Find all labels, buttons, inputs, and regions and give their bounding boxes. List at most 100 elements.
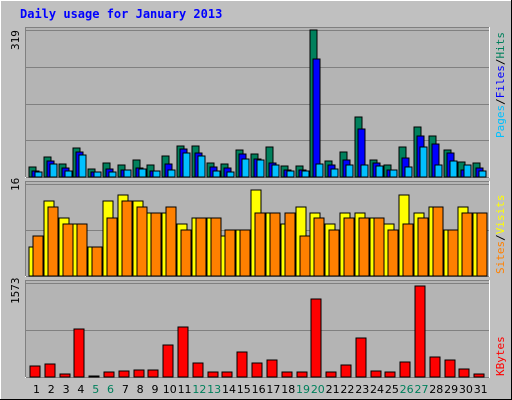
kbytes-bar-day-20 <box>310 298 322 378</box>
day-label-29: 29 <box>444 383 458 396</box>
files-bar-day-20 <box>312 58 321 178</box>
pages-bar-day-5 <box>93 171 102 178</box>
kbytes-bar-day-15 <box>236 351 248 378</box>
kbytes-bar-day-28 <box>429 356 441 378</box>
day-label-11: 11 <box>178 383 192 396</box>
sites-bar-day-2 <box>47 206 59 277</box>
kbytes-ymax-label: 1573 <box>9 278 22 305</box>
pages-bar-day-12 <box>197 155 206 178</box>
sites-bar-day-27 <box>417 217 429 277</box>
sites-bar-day-23 <box>358 217 370 277</box>
legend-sep-3: / <box>494 234 507 241</box>
kbytes-bar-day-19 <box>296 371 308 378</box>
pages-bar-day-21 <box>330 168 339 178</box>
kbytes-bar-day-30 <box>458 368 470 378</box>
sites-bar-day-31 <box>476 212 488 277</box>
sites-bar-day-9 <box>150 212 162 277</box>
day-label-10: 10 <box>163 383 177 396</box>
day-label-30: 30 <box>459 383 473 396</box>
day-label-6: 6 <box>107 383 114 396</box>
kbytes-bar-day-1 <box>29 365 41 378</box>
pages-bar-day-26 <box>404 166 413 178</box>
visits-ymax-label: 16 <box>9 178 22 191</box>
day-label-27: 27 <box>414 383 428 396</box>
pages-bar-day-27 <box>419 146 428 178</box>
day-label-17: 17 <box>266 383 280 396</box>
pages-bar-day-18 <box>286 170 295 178</box>
day-label-2: 2 <box>48 383 55 396</box>
day-label-13: 13 <box>207 383 221 396</box>
sites-bar-day-20 <box>313 217 325 277</box>
pages-bar-day-19 <box>301 170 310 178</box>
pages-bar-day-2 <box>49 163 58 178</box>
kbytes-bar-day-13 <box>207 371 219 378</box>
day-label-31: 31 <box>474 383 488 396</box>
pages-bar-day-29 <box>449 160 458 178</box>
pages-bar-day-4 <box>78 154 87 178</box>
sites-bar-day-21 <box>328 229 340 277</box>
sites-bar-day-13 <box>210 217 222 277</box>
sites-bar-day-17 <box>269 212 281 277</box>
legend-visits: Visits <box>494 195 507 235</box>
pages-bar-day-28 <box>434 164 443 178</box>
pages-bar-day-20 <box>315 163 324 178</box>
sites-bar-day-18 <box>284 212 296 277</box>
day-label-25: 25 <box>385 383 399 396</box>
pages-bar-day-23 <box>360 164 369 178</box>
day-label-28: 28 <box>429 383 443 396</box>
pages-bar-day-7 <box>123 169 132 178</box>
kbytes-bar-day-2 <box>44 363 56 378</box>
sites-bar-day-5 <box>91 246 103 277</box>
sites-bar-day-22 <box>343 217 355 277</box>
sites-bar-day-16 <box>254 212 266 277</box>
pages-bar-day-24 <box>375 165 384 178</box>
kbytes-bar-day-23 <box>355 337 367 378</box>
sites-bar-day-4 <box>76 223 88 277</box>
kbytes-bar-day-16 <box>251 362 263 378</box>
day-label-26: 26 <box>400 383 414 396</box>
sites-bar-day-8 <box>136 206 148 277</box>
kbytes-bar-day-7 <box>118 370 130 378</box>
day-label-9: 9 <box>151 383 158 396</box>
sites-bar-day-6 <box>106 217 118 277</box>
legend-kbytes-label: KBytes <box>494 336 507 376</box>
pages-bar-day-1 <box>34 171 43 178</box>
pages-bar-day-6 <box>108 171 117 178</box>
legend-sites: Sites <box>494 241 507 274</box>
legend-hits-files-pages: Pages/Files/Hits <box>494 32 507 138</box>
day-label-4: 4 <box>77 383 84 396</box>
pages-bar-day-25 <box>389 169 398 178</box>
day-label-22: 22 <box>340 383 354 396</box>
pages-bar-day-17 <box>271 164 280 178</box>
kbytes-bar-day-29 <box>444 359 456 378</box>
day-label-21: 21 <box>326 383 340 396</box>
kbytes-bar-day-18 <box>281 371 293 378</box>
kbytes-bar-day-24 <box>370 370 382 378</box>
pages-bar-day-15 <box>241 158 250 178</box>
day-label-16: 16 <box>252 383 266 396</box>
legend-sites-visits: Sites/Visits <box>494 195 507 275</box>
sites-bar-day-14 <box>224 229 236 277</box>
kbytes-bar-day-5 <box>88 375 100 378</box>
kbytes-bar-day-11 <box>177 326 189 378</box>
sites-bar-day-11 <box>180 229 192 277</box>
day-label-12: 12 <box>192 383 206 396</box>
kbytes-bar-day-14 <box>221 371 233 378</box>
pages-bar-day-22 <box>345 164 354 178</box>
kbytes-bar-day-4 <box>73 328 85 378</box>
sites-bar-day-1 <box>32 235 44 277</box>
pages-bar-day-14 <box>226 171 235 178</box>
day-label-5: 5 <box>92 383 99 396</box>
day-label-14: 14 <box>222 383 236 396</box>
day-label-15: 15 <box>237 383 251 396</box>
kbytes-bar-day-6 <box>103 371 115 378</box>
day-label-18: 18 <box>281 383 295 396</box>
kbytes-bar-day-12 <box>192 362 204 378</box>
pages-bar-day-16 <box>256 159 265 178</box>
kbytes-bar-day-17 <box>266 359 278 378</box>
day-label-8: 8 <box>137 383 144 396</box>
legend-hits: Hits <box>494 32 507 59</box>
sites-bar-day-25 <box>387 229 399 277</box>
sites-bar-day-19 <box>299 235 311 277</box>
